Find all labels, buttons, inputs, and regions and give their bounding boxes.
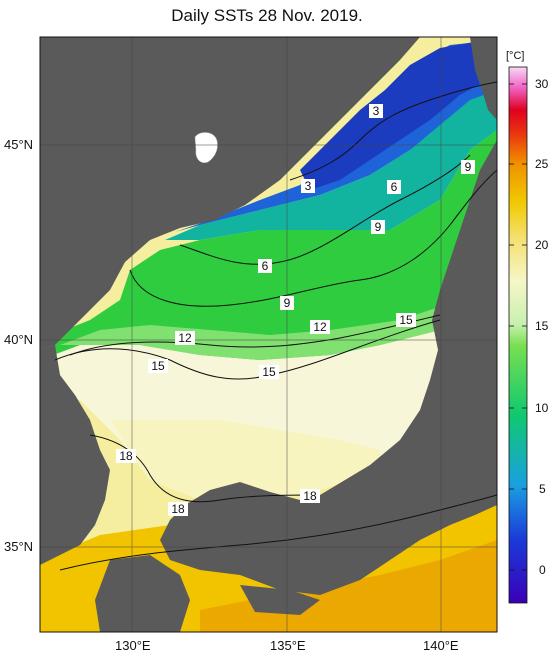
contour-label: 9 — [465, 160, 472, 174]
colorbar-tick-label: 10 — [535, 401, 549, 415]
colorbar-ticks — [509, 83, 527, 571]
lon-label: 130°E — [115, 638, 151, 653]
contour-label: 9 — [284, 296, 291, 310]
contour-label: 9 — [375, 220, 382, 234]
colorbar-tick-label: 5 — [539, 482, 546, 496]
sea-mild-region — [110, 420, 380, 500]
contour-label: 3 — [373, 104, 380, 118]
lake-khanka — [194, 132, 218, 163]
contour-label: 3 — [305, 179, 312, 193]
colorbar — [508, 66, 528, 604]
contour-3 — [289, 81, 497, 181]
colorbar-tick-label: 25 — [535, 157, 549, 171]
chart-title: Daily SSTs 28 Nov. 2019. — [171, 6, 363, 25]
colorbar-tick-label: 20 — [535, 238, 549, 252]
lon-label: 140°E — [423, 638, 459, 653]
contour-18-south — [59, 494, 497, 571]
contour-label: 18 — [119, 449, 133, 463]
colorbar-tick-label: 0 — [539, 563, 546, 577]
contour-label: 12 — [178, 331, 192, 345]
contour-label: 12 — [313, 320, 327, 334]
contour-label: 15 — [399, 313, 413, 327]
sea-cool-region — [165, 80, 497, 240]
land-hokkaido — [470, 37, 497, 120]
land-kyushu — [95, 555, 190, 632]
colorbar-tick-label: 15 — [535, 319, 549, 333]
lat-label: 35°N — [4, 539, 34, 554]
land-asia — [40, 37, 420, 350]
contour-label: 18 — [303, 489, 317, 503]
colorbar-tick-label: 30 — [535, 77, 549, 91]
contour-label: 18 — [171, 502, 185, 516]
sea-coldest-region — [300, 38, 497, 190]
lat-label: 40°N — [4, 332, 34, 347]
contour-label: 15 — [262, 365, 276, 379]
colorbar-unit: [°C] — [506, 50, 525, 62]
contour-6 — [179, 154, 471, 265]
contour-9 — [129, 169, 497, 307]
grid — [40, 37, 497, 632]
contour-label: 6 — [391, 180, 398, 194]
land-shikoku — [240, 585, 320, 615]
land-japan — [160, 140, 497, 595]
contour-labels: 3 3 6 6 9 9 9 12 12 15 15 15 18 18 18 — [116, 104, 475, 516]
contour-15 — [54, 319, 441, 380]
contour-label: 15 — [151, 359, 165, 373]
lat-label: 45°N — [4, 137, 34, 152]
contour-label: 6 — [262, 259, 269, 273]
land-korea — [40, 345, 110, 565]
map-frame — [39, 36, 498, 633]
contour-12 — [69, 314, 441, 356]
lon-label: 135°E — [270, 638, 306, 653]
sea-green-region — [40, 130, 497, 360]
